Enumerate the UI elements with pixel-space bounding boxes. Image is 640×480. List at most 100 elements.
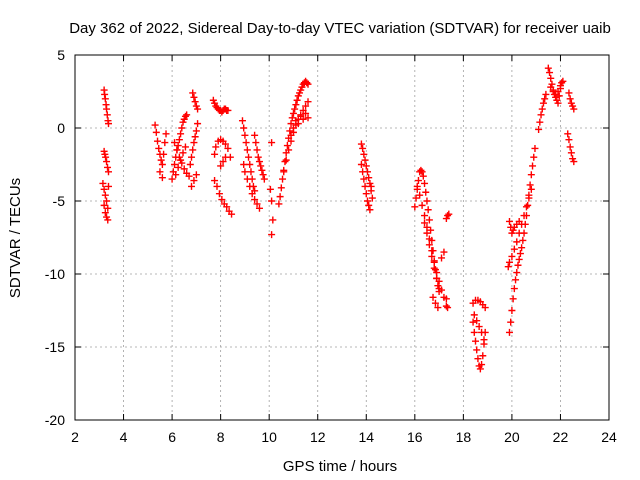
data-point [421, 179, 429, 187]
data-point [243, 146, 251, 154]
data-point [228, 210, 236, 218]
data-point [423, 229, 431, 237]
data-point [516, 250, 524, 258]
data-point [570, 105, 578, 113]
data-point [520, 212, 528, 220]
data-point [510, 245, 518, 253]
data-point [438, 254, 446, 262]
data-point [519, 236, 527, 244]
series-arc-18.7 [469, 296, 489, 344]
data-point [473, 346, 481, 354]
data-point [366, 206, 374, 214]
data-point [103, 111, 111, 119]
series-arc-7.8 [209, 96, 232, 116]
data-point [188, 182, 196, 190]
data-point [566, 95, 574, 103]
data-point [479, 352, 487, 360]
series-arc-16.8 [421, 219, 443, 312]
data-point [564, 130, 572, 138]
series-arc-9.6 [251, 131, 268, 183]
data-point [99, 179, 107, 187]
data-point [368, 194, 376, 202]
series-arc-10.1 [266, 139, 277, 239]
data-point [192, 171, 200, 179]
data-point [211, 177, 219, 185]
data-point [238, 117, 246, 125]
data-point [510, 285, 518, 293]
data-point [293, 96, 301, 104]
x-tick-label: 16 [407, 429, 423, 445]
data-point [179, 149, 187, 157]
data-point [154, 137, 162, 145]
data-point [505, 258, 513, 266]
data-point [433, 274, 441, 282]
data-point [252, 139, 260, 147]
data-point [365, 174, 373, 182]
data-point [504, 263, 512, 271]
data-point [469, 318, 477, 326]
x-tick-label: 6 [168, 429, 176, 445]
series-arc-10.9 [275, 77, 312, 208]
data-point [101, 90, 109, 98]
data-point [246, 182, 254, 190]
data-point [480, 336, 488, 344]
data-point [555, 92, 563, 100]
data-point [286, 127, 294, 135]
data-point [428, 247, 436, 255]
data-point [546, 69, 554, 77]
series-arc-8.1 [211, 136, 234, 170]
data-point [259, 171, 267, 179]
data-point [425, 241, 433, 249]
x-tick-labels: 2 4 6 8 10 12 14 16 18 20 22 24 [71, 429, 617, 445]
data-point [283, 142, 291, 150]
data-point [474, 355, 482, 363]
data-point [212, 143, 220, 151]
data-point [431, 299, 439, 307]
data-point [183, 111, 191, 119]
data-point [442, 295, 450, 303]
series-arc-22.4a [565, 89, 578, 113]
series-arc-20.1 [505, 217, 523, 237]
data-point [101, 95, 109, 103]
data-point [268, 197, 276, 205]
series-arc-16.6 [413, 182, 450, 310]
y-tick-labels: 5 0 -5 -10 -15 -20 [45, 47, 65, 428]
data-point [104, 182, 112, 190]
data-point [247, 168, 255, 176]
data-point [508, 252, 516, 260]
data-point [515, 255, 523, 263]
data-point [254, 153, 262, 161]
data-point [289, 124, 297, 132]
data-point [418, 201, 426, 209]
data-point [213, 182, 221, 190]
data-point [430, 258, 438, 266]
data-point [275, 200, 283, 208]
data-point [565, 89, 573, 97]
data-point [299, 115, 307, 123]
data-point [181, 112, 189, 120]
data-point [412, 194, 420, 202]
x-tick-label: 22 [553, 429, 569, 445]
data-point [444, 212, 452, 220]
data-point [168, 175, 176, 183]
data-point [418, 168, 426, 176]
data-point [177, 130, 185, 138]
data-point [304, 114, 312, 122]
data-point [162, 130, 170, 138]
data-point [556, 82, 564, 90]
data-point [444, 304, 452, 312]
data-point [470, 311, 478, 319]
data-point [257, 162, 265, 170]
data-point [288, 114, 296, 122]
x-tick-label: 10 [261, 429, 277, 445]
data-point [160, 150, 168, 158]
data-point [529, 162, 537, 170]
data-point [512, 276, 520, 284]
x-tick-label: 8 [217, 429, 225, 445]
series-arc-3.2b [100, 147, 112, 176]
data-point [242, 139, 250, 147]
series-arc-9.2 [240, 161, 263, 212]
data-point [470, 328, 478, 336]
data-point [359, 144, 367, 152]
data-point [304, 98, 312, 106]
